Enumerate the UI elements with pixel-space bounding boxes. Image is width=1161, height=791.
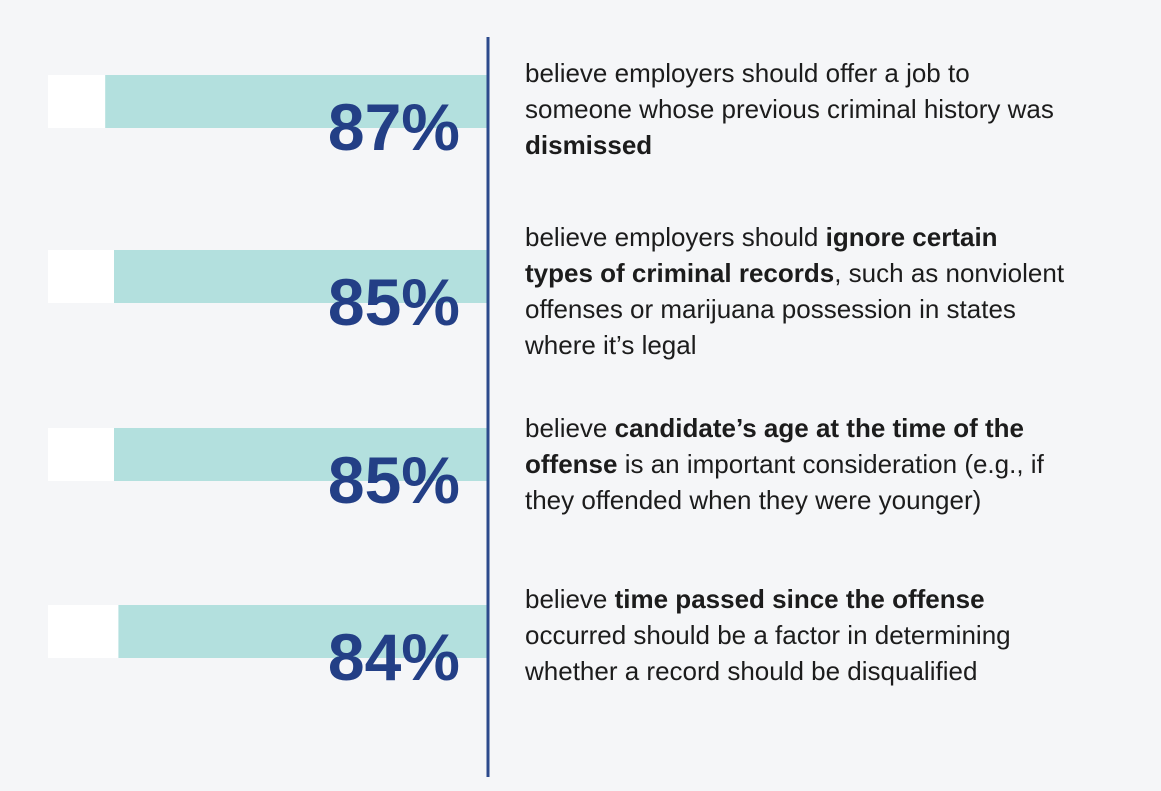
- bar: [114, 428, 488, 481]
- description-bold: time passed since the offense: [615, 584, 985, 614]
- description-text: offenses or marijuana possession in stat…: [525, 294, 1016, 324]
- description-text: they offended when they were younger): [525, 485, 981, 515]
- description-text: occurred should be a factor in determini…: [525, 620, 1011, 650]
- bar: [118, 605, 489, 658]
- description-line: believe time passed since the offense: [525, 584, 985, 614]
- description-text: believe employers should: [525, 222, 826, 252]
- value-label: 87%: [328, 90, 460, 164]
- description-line: types of criminal records, such as nonvi…: [525, 258, 1065, 288]
- description-text: is an important consideration (e.g., if: [617, 449, 1044, 479]
- description-bold: candidate’s age at the time of the: [615, 413, 1024, 443]
- description-text: believe: [525, 584, 615, 614]
- description-text: , such as nonviolent: [834, 258, 1065, 288]
- description-bold: offense: [525, 449, 617, 479]
- description-line: they offended when they were younger): [525, 485, 981, 515]
- description-text: believe employers should offer a job to: [525, 58, 970, 88]
- description-line: offenses or marijuana possession in stat…: [525, 294, 1016, 324]
- description-text: believe: [525, 413, 615, 443]
- description-text: someone whose previous criminal history …: [525, 94, 1054, 124]
- description-line: dismissed: [525, 130, 652, 160]
- description-line: believe employers should ignore certain: [525, 222, 998, 252]
- value-label: 85%: [328, 265, 460, 339]
- description-text: whether a record should be disqualified: [524, 656, 977, 686]
- bar: [105, 75, 488, 128]
- description-line: whether a record should be disqualified: [524, 656, 977, 686]
- description-line: someone whose previous criminal history …: [525, 94, 1054, 124]
- description-bold: dismissed: [525, 130, 652, 160]
- description-line: occurred should be a factor in determini…: [525, 620, 1011, 650]
- description-line: believe employers should offer a job to: [525, 58, 970, 88]
- description-bold: types of criminal records: [525, 258, 834, 288]
- bar: [114, 250, 488, 303]
- description-line: believe candidate’s age at the time of t…: [525, 413, 1024, 443]
- description-line: offense is an important consideration (e…: [525, 449, 1045, 479]
- description-text: where it’s legal: [524, 330, 697, 360]
- description-bold: ignore certain: [826, 222, 998, 252]
- description-line: where it’s legal: [524, 330, 697, 360]
- value-label: 85%: [328, 443, 460, 517]
- value-label: 84%: [328, 620, 460, 694]
